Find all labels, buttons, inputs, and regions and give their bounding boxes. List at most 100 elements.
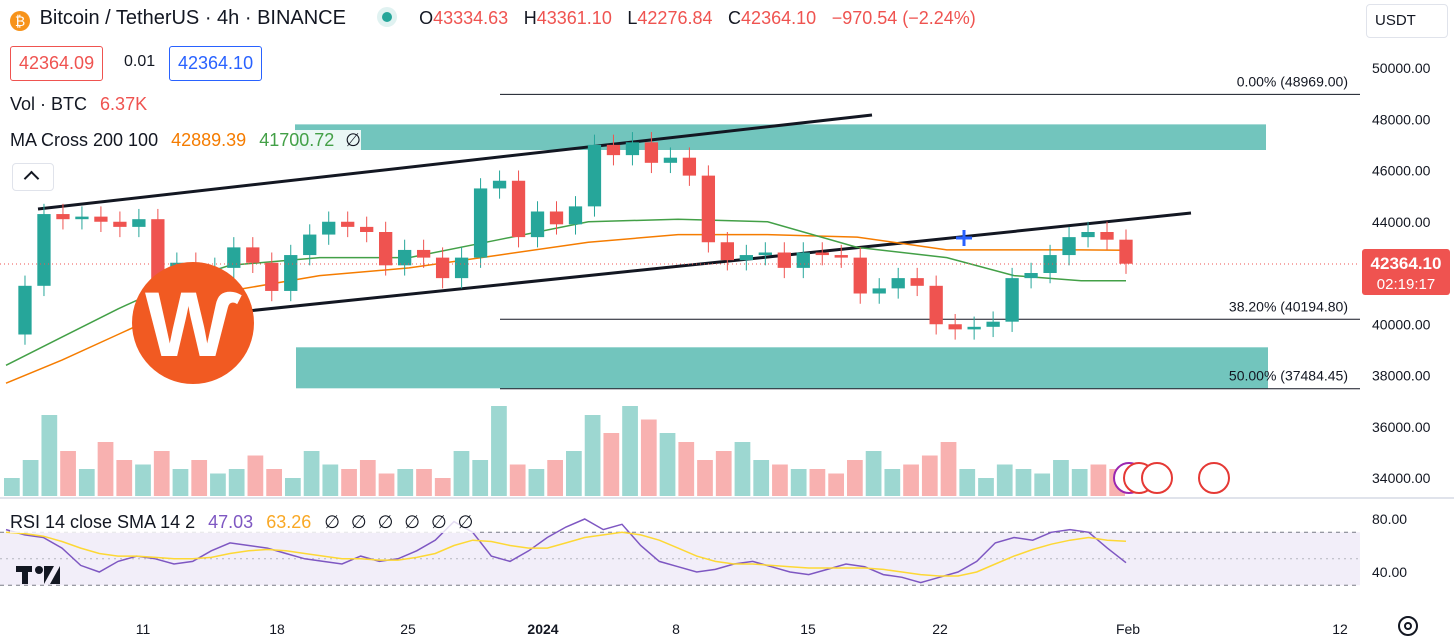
volume-bar bbox=[153, 451, 170, 496]
volume-bar bbox=[453, 451, 470, 496]
ohlc-low-value: 42276.84 bbox=[637, 8, 713, 28]
market-status-dot[interactable] bbox=[381, 12, 392, 22]
economic-event-markers[interactable] bbox=[1113, 462, 1230, 494]
volume-bar bbox=[734, 442, 751, 496]
volume-bar bbox=[1090, 464, 1107, 496]
volume-value: 6.37K bbox=[100, 94, 148, 114]
candle-body bbox=[18, 285, 32, 335]
candle-body bbox=[739, 255, 753, 261]
candle-body bbox=[1100, 232, 1114, 240]
volume-legend[interactable]: Vol · BTC 6.37K bbox=[10, 94, 147, 115]
volume-bar bbox=[210, 473, 226, 496]
volume-bar bbox=[978, 478, 994, 496]
currency-selector[interactable]: USDT bbox=[1366, 4, 1448, 38]
volume-bar bbox=[903, 464, 919, 496]
price-tick-label: 34000.00 bbox=[1372, 470, 1431, 486]
candle-body bbox=[758, 252, 772, 256]
volume-bar bbox=[547, 460, 563, 496]
us-flag-icon[interactable] bbox=[1198, 462, 1230, 494]
settings-icon[interactable] bbox=[1398, 616, 1418, 636]
time-tick-label: 22 bbox=[932, 621, 948, 637]
volume-bar bbox=[697, 460, 713, 496]
rsi-legend[interactable]: RSI 14 close SMA 14 2 47.03 63.26 ∅ ∅ ∅ … bbox=[10, 512, 477, 533]
ma-cross-legend[interactable]: MA Cross 200 100 42889.39 41700.72 ∅ bbox=[10, 130, 361, 151]
price-zone bbox=[296, 347, 1268, 389]
price-change: −970.54 (−2.24%) bbox=[831, 8, 976, 28]
ohlc-close-value: 42364.10 bbox=[741, 8, 817, 28]
upper-channel-trendline[interactable] bbox=[37, 113, 873, 211]
fibonacci-retracement[interactable]: 0.00% (48969.00) 38.20% (40194.80) 50.00% … bbox=[500, 73, 1360, 390]
candle-body bbox=[1005, 278, 1019, 322]
candle-body bbox=[777, 252, 791, 268]
candle-body bbox=[94, 216, 108, 222]
support-resistance-zones bbox=[295, 124, 1268, 389]
us-flag-icon[interactable] bbox=[1141, 462, 1173, 494]
volume-bar bbox=[603, 433, 620, 496]
volume-bar bbox=[809, 469, 826, 496]
candle-body bbox=[796, 252, 810, 268]
sell-price-button[interactable]: 42364.09 bbox=[10, 46, 104, 81]
volume-bar bbox=[491, 406, 507, 496]
volume-bar bbox=[416, 469, 432, 496]
candle-body bbox=[1024, 273, 1038, 279]
time-tick-label: 8 bbox=[672, 621, 680, 637]
fib-level-label: 0.00% (48969.00) bbox=[1237, 73, 1348, 89]
bitcoin-watermark-logo: Ⱳ bbox=[132, 262, 254, 384]
buy-price-button[interactable]: 42364.10 bbox=[169, 46, 263, 81]
candle-body bbox=[322, 221, 336, 235]
ma100-value: 41700.72 bbox=[259, 130, 335, 150]
volume-bar bbox=[921, 455, 938, 496]
rsi-tick-label: 80.00 bbox=[1372, 511, 1407, 527]
candle-body bbox=[891, 278, 905, 289]
tradingview-logo-icon[interactable] bbox=[16, 566, 60, 584]
candle-body bbox=[151, 219, 165, 286]
candle-body bbox=[606, 144, 621, 156]
time-tick-label: Feb bbox=[1116, 621, 1140, 637]
candle-body bbox=[701, 175, 716, 243]
candle-body bbox=[1119, 239, 1133, 264]
price-tick-label: 48000.00 bbox=[1372, 111, 1431, 127]
volume-bar bbox=[753, 460, 770, 496]
volume-bar bbox=[622, 406, 638, 496]
volume-bar bbox=[659, 433, 676, 496]
rsi-value: 47.03 bbox=[208, 512, 254, 532]
volume-bar bbox=[584, 415, 601, 496]
volume-bar bbox=[959, 469, 976, 496]
candle-body bbox=[872, 288, 886, 294]
candle-body bbox=[948, 324, 962, 330]
symbol-title[interactable]: Bitcoin / TetherUS · 4h · BINANCE bbox=[39, 7, 346, 29]
volume-bar bbox=[996, 464, 1013, 496]
time-tick-label: 11 bbox=[136, 621, 151, 637]
volume-bar bbox=[940, 442, 957, 496]
candle-body bbox=[398, 249, 412, 266]
lower-channel-trendline[interactable] bbox=[179, 211, 1192, 320]
collapse-legend-button[interactable] bbox=[12, 163, 54, 191]
candle-body bbox=[56, 214, 70, 220]
crosshair-plus-icon bbox=[956, 230, 972, 246]
time-axis[interactable]: 11 18 25 2024 8 15 22 Feb 12 bbox=[136, 621, 1348, 637]
candle-body bbox=[265, 262, 279, 291]
volume-bar bbox=[528, 469, 545, 496]
volume-bar bbox=[359, 460, 376, 496]
candle-body bbox=[1043, 255, 1057, 273]
candle-body bbox=[511, 180, 526, 238]
chevron-up-icon bbox=[23, 170, 40, 187]
volume-bar bbox=[509, 464, 526, 496]
candle-body bbox=[284, 255, 298, 291]
candle-body bbox=[587, 144, 602, 207]
current-price-tag: 42364.10 02:19:17 bbox=[1362, 249, 1450, 295]
time-tick-label: 18 bbox=[269, 621, 285, 637]
price-tick-label: 36000.00 bbox=[1372, 419, 1431, 435]
fib-level-label: 50.00% (37484.45) bbox=[1229, 368, 1348, 384]
symbol-header[interactable]: ₿ Bitcoin / TetherUS · 4h · BINANCE O433… bbox=[10, 7, 976, 31]
price-tick-label: 46000.00 bbox=[1372, 163, 1431, 179]
volume-bar bbox=[266, 469, 282, 496]
volume-bar bbox=[285, 478, 301, 496]
candle-body bbox=[910, 278, 924, 286]
volume-bars bbox=[4, 406, 1125, 496]
trendlines[interactable] bbox=[37, 113, 1192, 320]
rsi-axis[interactable]: 40.00 80.00 bbox=[1372, 511, 1407, 580]
volume-bar bbox=[303, 451, 320, 496]
candle-body bbox=[454, 257, 469, 279]
